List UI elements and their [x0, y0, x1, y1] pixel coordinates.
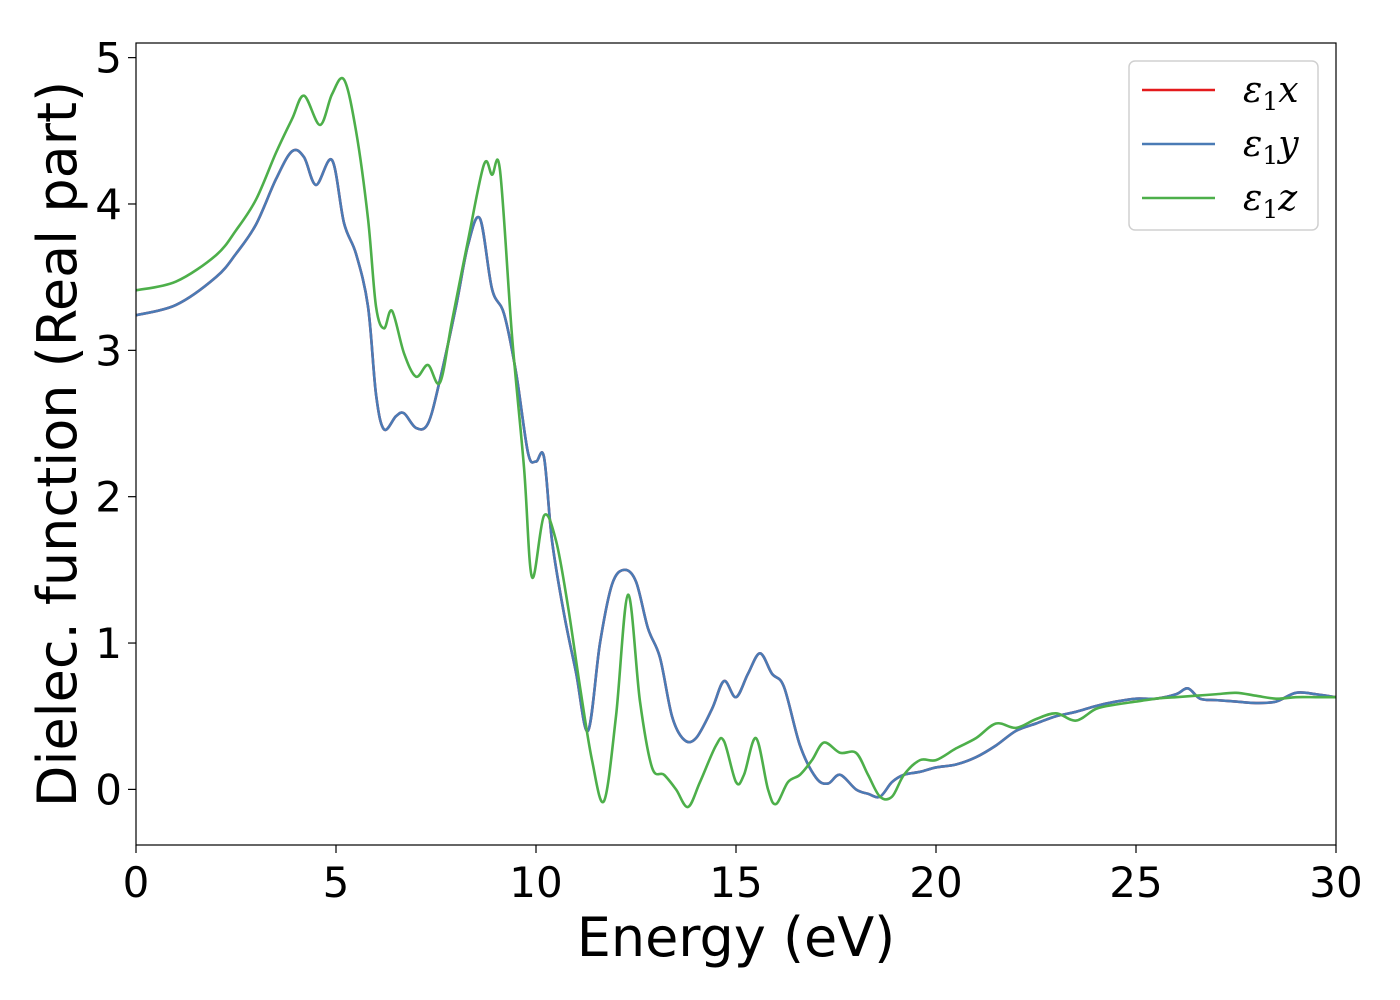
legend-label-y: ε1y: [1243, 124, 1299, 170]
series-line-y: [136, 148, 1336, 799]
y-tick-label: 5: [95, 34, 122, 83]
x-tick-label: 25: [1109, 858, 1162, 907]
series-line-z: [136, 76, 1336, 809]
legend-label-z: ε1z: [1243, 178, 1298, 224]
x-tick-label: 10: [509, 858, 562, 907]
y-tick-label: 3: [95, 326, 122, 375]
x-tick-label: 15: [709, 858, 762, 907]
y-tick-label: 0: [95, 765, 122, 814]
y-tick-label: 2: [95, 473, 122, 522]
y-tick-label: 4: [95, 180, 122, 229]
legend-box: [1128, 60, 1319, 231]
legend-label-x: ε1x: [1243, 70, 1299, 116]
legend: ε1x ε1y ε1z: [1128, 60, 1319, 231]
y-axis-ticks: 0 1 2 3 4 5: [95, 34, 136, 814]
legend-entries: ε1x ε1y ε1z: [1142, 70, 1299, 224]
x-tick-label: 30: [1309, 858, 1362, 907]
x-axis-ticks: 0 5 10 15 20 25 30: [123, 845, 1363, 907]
y-tick-label: 1: [95, 619, 122, 668]
series-layer: [136, 76, 1336, 809]
x-axis-label: Energy (eV): [577, 906, 896, 969]
x-tick-label: 5: [323, 858, 350, 907]
y-axis-label: Dielec. function (Real part): [26, 81, 89, 807]
x-tick-label: 20: [909, 858, 962, 907]
x-tick-label: 0: [123, 858, 150, 907]
